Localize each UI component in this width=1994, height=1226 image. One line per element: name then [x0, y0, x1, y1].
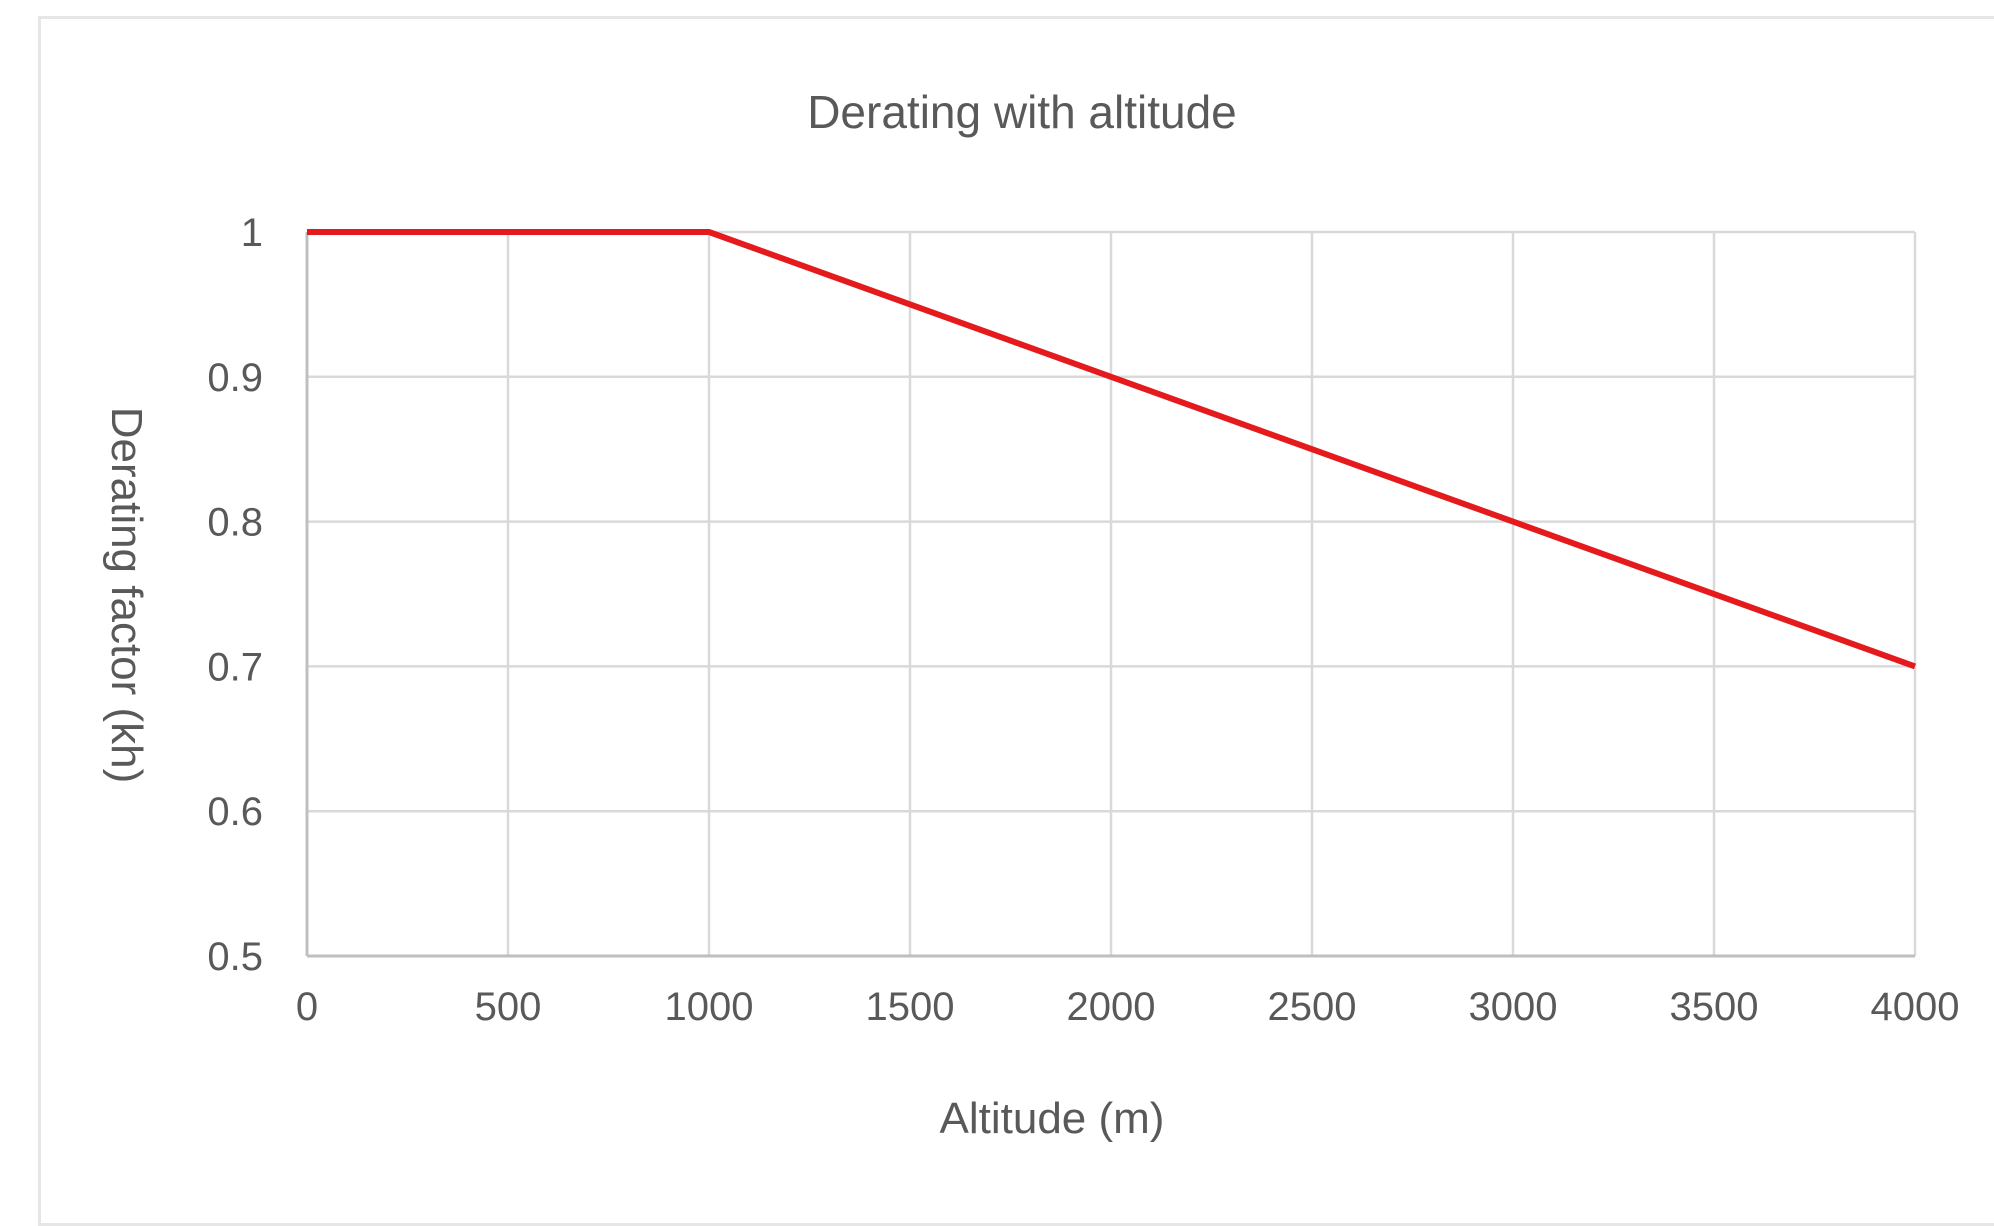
y-tick-label: 1 [241, 211, 263, 255]
y-tick-label: 0.6 [207, 790, 263, 834]
y-tick-label: 0.8 [207, 501, 263, 545]
y-tick-label: 0.9 [207, 356, 263, 400]
x-tick-label: 2500 [1268, 985, 1357, 1029]
chart-title: Derating with altitude [807, 86, 1237, 138]
x-tick-label: 3500 [1670, 985, 1759, 1029]
x-tick-label: 500 [475, 985, 542, 1029]
y-axis-label: Derating factor (kh) [102, 407, 151, 784]
y-tick-label: 0.5 [207, 935, 263, 979]
x-tick-label: 1000 [665, 985, 754, 1029]
vertical-gridlines [307, 232, 1915, 956]
x-tick-label: 3000 [1469, 985, 1558, 1029]
x-tick-label: 1500 [866, 985, 955, 1029]
x-tick-labels: 0 500 1000 1500 2000 2500 3000 3500 4000 [296, 985, 1960, 1029]
x-tick-label: 0 [296, 985, 318, 1029]
x-axis-label: Altitude (m) [940, 1094, 1165, 1143]
y-tick-label: 0.7 [207, 645, 263, 689]
x-tick-label: 2000 [1067, 985, 1156, 1029]
line-chart: Derating with altitude 0 500 1000 1500 2000 2… [0, 0, 1994, 1193]
y-tick-labels: 0.5 0.6 0.7 0.8 0.9 1 [207, 211, 263, 979]
x-tick-label: 4000 [1871, 985, 1960, 1029]
